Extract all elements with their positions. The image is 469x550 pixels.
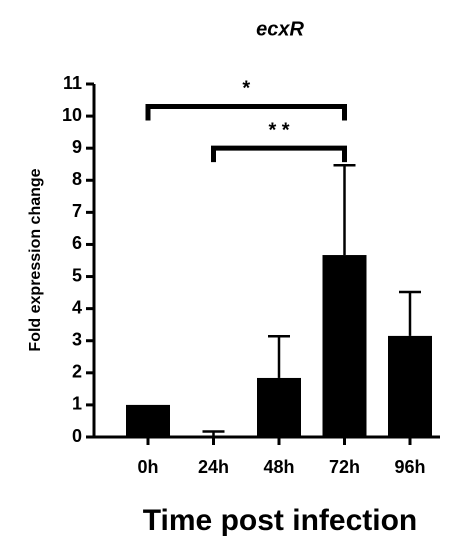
x-tick-label: 0h <box>137 457 158 477</box>
y-tick-label: 11 <box>63 73 82 93</box>
y-axis-title: Fold expression change <box>27 168 44 351</box>
x-axis-title: Time post infection <box>143 504 417 537</box>
x-tick-label: 24h <box>198 457 229 477</box>
y-tick-label: 5 <box>72 265 82 285</box>
y-tick-label: 4 <box>72 297 82 317</box>
bar <box>322 255 367 437</box>
significance-label: * <box>242 78 250 100</box>
x-tick-label: 48h <box>263 457 294 477</box>
y-tick-label: 0 <box>72 426 82 446</box>
x-tick-label: 72h <box>329 457 360 477</box>
significance-bracket <box>211 145 347 163</box>
y-tick-label: 3 <box>72 329 82 349</box>
y-tick-label: 6 <box>72 233 82 253</box>
significance-bracket <box>145 103 347 121</box>
bar <box>126 404 170 437</box>
y-tick-label: 1 <box>72 394 82 414</box>
y-tick-label: 7 <box>72 201 82 221</box>
y-tick-label: 2 <box>72 362 82 382</box>
y-tick-label: 8 <box>72 169 82 189</box>
significance-label: * * <box>268 119 289 141</box>
x-tick-label: 96h <box>394 457 425 477</box>
y-tick-label: 10 <box>62 105 82 125</box>
chart-title: ecxR <box>256 18 304 40</box>
bar <box>388 335 432 437</box>
bar <box>191 436 236 437</box>
bar <box>257 377 301 437</box>
y-tick-label: 9 <box>72 137 82 157</box>
